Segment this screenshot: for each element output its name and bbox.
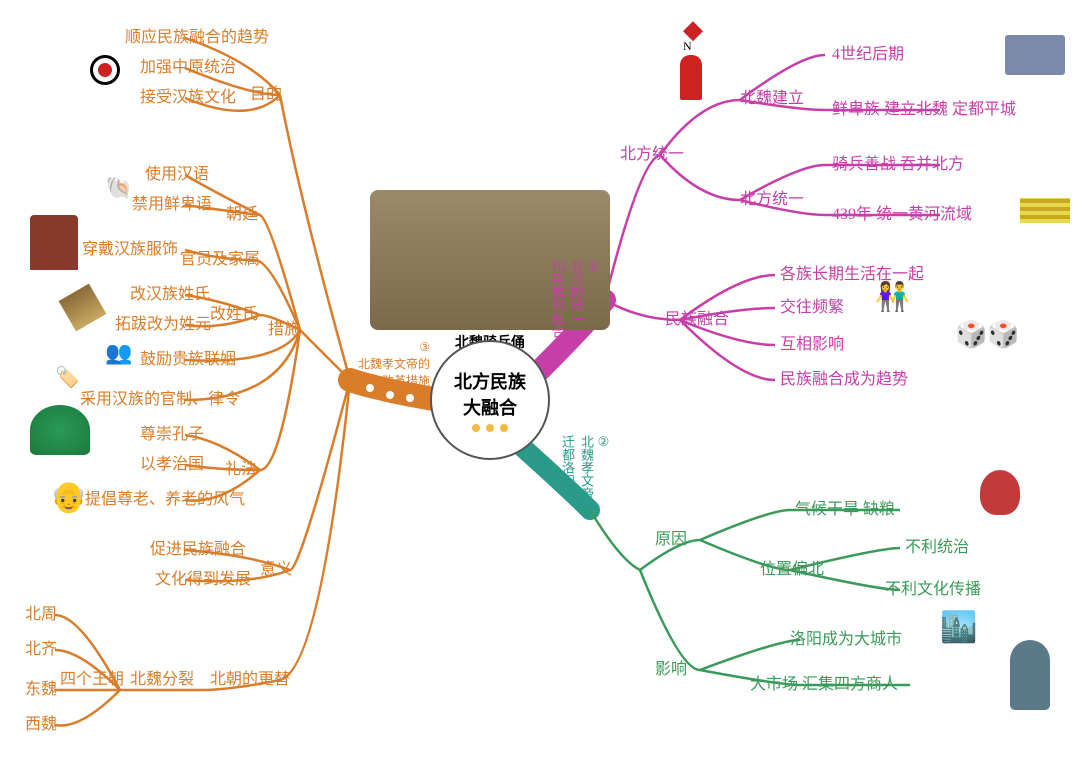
b1b-t: 北方统一 (740, 185, 804, 209)
b1a-c1: 鲜卑族 建立北魏 定都平城 (832, 95, 1016, 119)
b3a-c1: 加强中原统治 (140, 53, 236, 77)
b3b1-c1: 禁用鲜卑语 (132, 190, 212, 214)
b2b-t: 影响 (655, 655, 687, 679)
elder-icon: 👴 (50, 480, 87, 515)
center-node: 北方民族 大融合 (430, 340, 550, 460)
b2a-c3: 不利文化传播 (885, 575, 981, 599)
target-icon (90, 55, 120, 85)
b3c-t: 意义 (260, 555, 292, 579)
b3b6-c2: 提倡尊老、养老的风气 (85, 485, 245, 509)
b3b1-c0: 使用汉语 (145, 160, 209, 184)
token-icon: 🏷️ (55, 365, 80, 390)
b3b3-t: 改姓氏 (210, 300, 258, 324)
b1b-c1: 439年 统一黄河流域 (832, 200, 972, 224)
axis1: ① 北方的统一 和民族的融合 (548, 260, 602, 338)
b3b4: 鼓励贵族联姻 (140, 345, 236, 369)
b3d-d2: 东魏 (25, 675, 57, 699)
b2b-c1: 大市场 汇集四方商人 (750, 670, 898, 694)
b1f-t: 民族融合 (665, 305, 729, 329)
b3c-c1: 文化得到发展 (155, 565, 251, 589)
bag-icon (980, 470, 1020, 515)
city-icon: 🏙️ (940, 610, 977, 645)
b1f-c2: 互相影响 (780, 330, 844, 354)
compass-icon: ◆N (683, 15, 703, 54)
dice-icon: 🎲🎲 (955, 320, 1020, 350)
b3b6-t: 礼法 (225, 455, 257, 479)
b2a-t: 原因 (655, 525, 687, 549)
b1a-t: 北魏建立 (740, 84, 804, 108)
b3a-t: 目的 (250, 80, 282, 104)
b3b2-c0: 穿戴汉族服饰 (82, 235, 178, 259)
b3d-d1: 北齐 (25, 635, 57, 659)
b3b3-c0: 改汉族姓氏 (130, 280, 210, 304)
b3b5: 采用汉族的官制、律令 (80, 385, 240, 409)
b3b6-c0: 尊崇孔子 (140, 420, 204, 444)
b3d-d3: 西魏 (25, 710, 57, 734)
b3d-c1: 北魏分裂 (130, 665, 194, 689)
guard-icon (680, 55, 702, 100)
shell-icon: 🐚 (105, 175, 132, 201)
b3d-t: 北朝的更替 (210, 665, 290, 689)
couple-icon: 👫 (875, 280, 910, 314)
scholar-icon (1010, 640, 1050, 710)
b2a-c1: 位置偏北 (760, 555, 824, 579)
robe-icon (30, 215, 78, 270)
wall-icon (1005, 35, 1065, 75)
b3a-c0: 顺应民族融合的趋势 (125, 23, 269, 47)
b3c-c0: 促进民族融合 (150, 535, 246, 559)
b3d-c2: 四个王朝 (60, 665, 124, 689)
b1b-c0: 骑兵善战 吞并北方 (832, 150, 964, 174)
b3a-c2: 接受汉族文化 (140, 83, 236, 107)
axis3: ③ 北魏孝文帝的 改革措施 (358, 340, 430, 389)
b3b6-c1: 以孝治国 (140, 450, 204, 474)
b2b-c0: 洛阳成为大城市 (790, 625, 902, 649)
b3d-d0: 北周 (25, 600, 57, 624)
peacock-icon (30, 405, 90, 455)
b1a-c0: 4世纪后期 (832, 40, 904, 64)
broom-icon (59, 284, 107, 332)
b1f-c0: 各族长期生活在一起 (780, 260, 924, 284)
b1f-c3: 民族融合成为趋势 (780, 365, 908, 389)
b2a-c0: 气候干旱 缺粮 (795, 495, 895, 519)
axis2: ② 北魏孝文帝 迁都洛阳 (558, 435, 612, 500)
people-icon: 👥 (105, 340, 132, 366)
b2a-c2: 不利统治 (905, 533, 969, 557)
b1f-c1: 交往频繁 (780, 293, 844, 317)
b1-t: 北方统一 (620, 140, 684, 164)
river-icon (1020, 198, 1070, 223)
center-title: 北方民族 大融合 (454, 368, 526, 420)
b3b1-t: 朝廷 (226, 200, 258, 224)
b3b2-t: 官员及家属 (180, 245, 260, 269)
b3b3-c1: 拓跋改为姓元 (115, 310, 211, 334)
b3b-t: 措施 (268, 315, 300, 339)
